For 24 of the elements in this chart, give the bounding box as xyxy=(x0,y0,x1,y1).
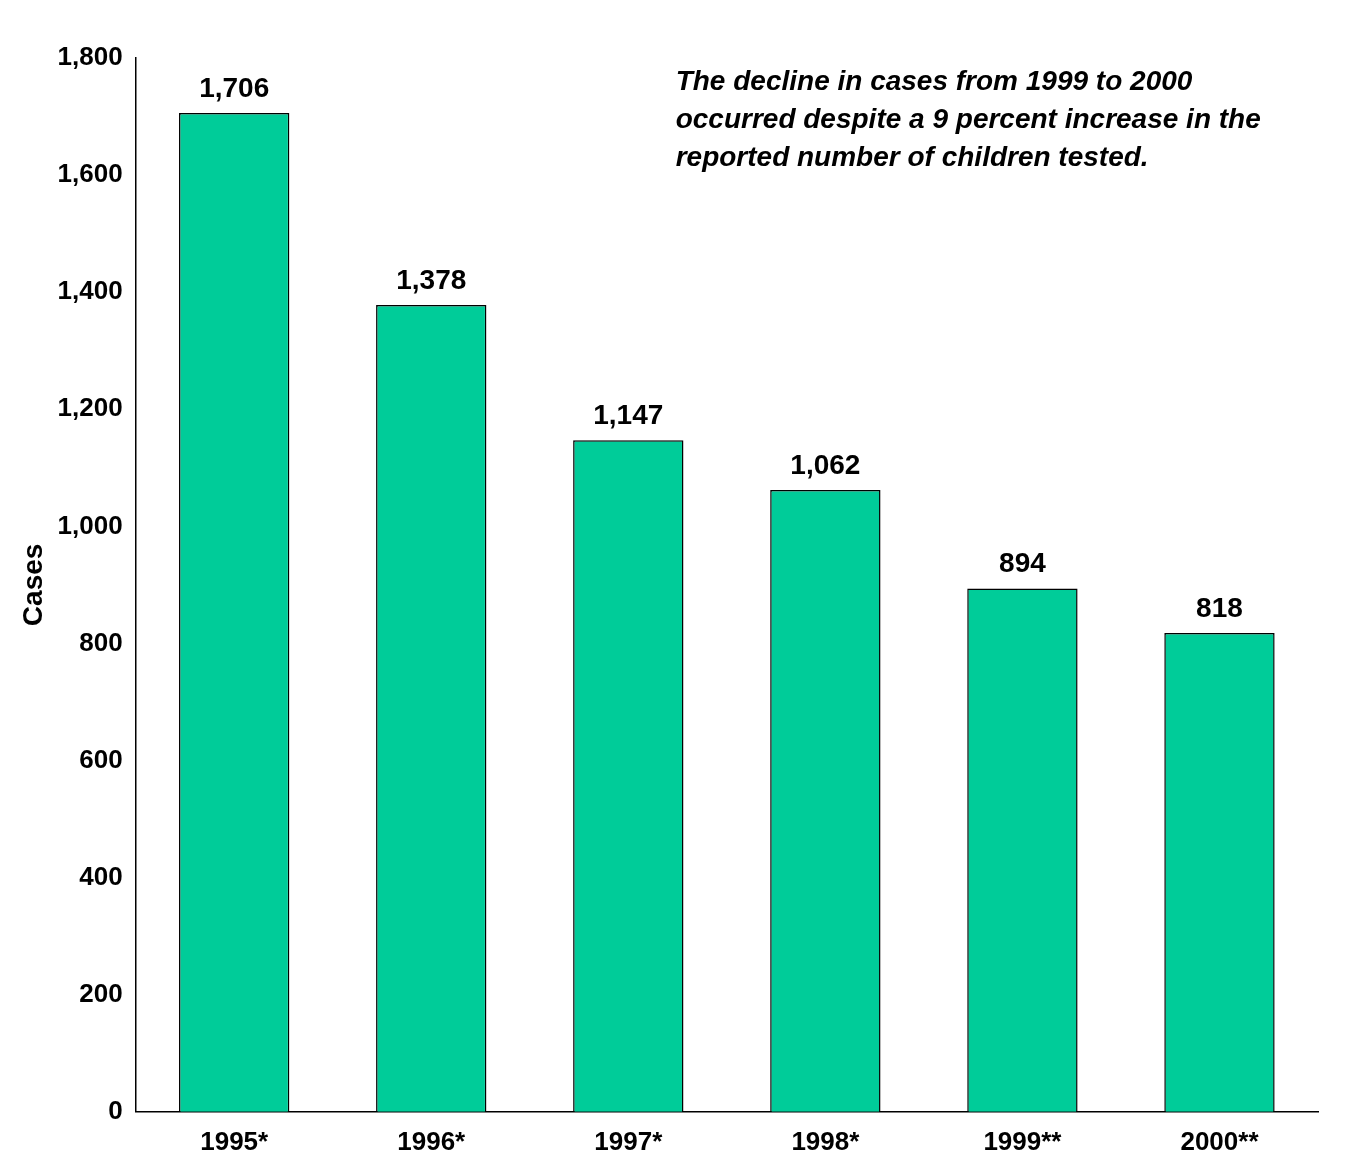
y-tick-label: 800 xyxy=(79,626,123,657)
y-tick-label: 0 xyxy=(108,1094,123,1125)
annotation: The decline in cases from 1999 to 2000 occurred despite a 9 percent increase in the reported number of children tested. xyxy=(675,64,1261,172)
y-axis-title: Cases xyxy=(16,543,48,627)
data-label: 1,378 xyxy=(396,263,467,295)
y-tick-label: 1,000 xyxy=(57,509,123,540)
data-label: 1,147 xyxy=(593,399,664,431)
data-label: 894 xyxy=(999,547,1047,579)
y-tick-label: 200 xyxy=(79,977,123,1008)
data-label: 1,062 xyxy=(790,448,861,480)
x-tick-label: 1999** xyxy=(983,1125,1063,1156)
x-tick-label: 1998* xyxy=(791,1125,861,1156)
x-tick-label: 2000** xyxy=(1180,1125,1260,1156)
y-tick-label: 1,800 xyxy=(57,41,123,72)
x-tick-label: 1996* xyxy=(397,1125,467,1156)
data-label: 818 xyxy=(1196,591,1243,623)
y-tick-label: 1,600 xyxy=(57,158,123,189)
x-tick-label: 1995* xyxy=(200,1125,270,1156)
y-tick-label: 1,400 xyxy=(57,275,123,306)
y-tick-label: 600 xyxy=(79,743,123,774)
data-label: 1,706 xyxy=(199,71,270,103)
y-tick-label: 1,200 xyxy=(57,392,123,423)
x-tick-label: 1997* xyxy=(594,1125,664,1156)
y-tick-label: 400 xyxy=(79,860,123,891)
